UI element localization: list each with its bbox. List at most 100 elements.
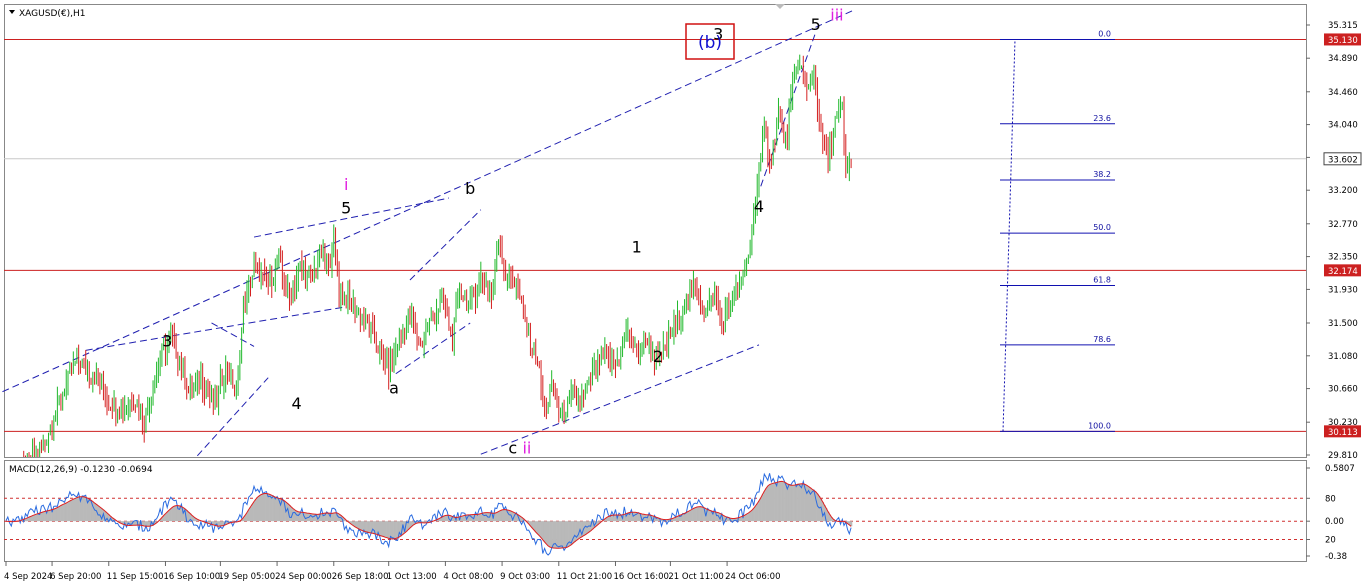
macd-histogram-bar [499, 510, 502, 522]
macd-histogram-bar [648, 514, 651, 522]
macd-histogram-bar [256, 497, 259, 522]
macd-histogram-bar [596, 521, 599, 525]
macd-histogram-bar [772, 483, 775, 522]
macd-histogram-bar [146, 521, 149, 527]
macd-histogram-bar [262, 493, 265, 522]
macd-histogram-bar [171, 507, 174, 522]
macd-histogram-bar [779, 481, 782, 522]
macd-histogram-bar [692, 508, 695, 522]
macd-histogram-bar [318, 514, 321, 522]
macd-histogram-bar [573, 521, 576, 542]
macd-histogram-bar [462, 515, 465, 522]
macd-histogram-bar [786, 483, 789, 522]
macd-histogram-bar [520, 517, 523, 522]
time-tick-label: 1 Oct 13:00 [387, 572, 437, 582]
macd-histogram-bar [176, 505, 180, 522]
macd-histogram-bar [371, 521, 374, 534]
wave-label: 4 [291, 394, 301, 413]
macd-histogram-bar [547, 521, 550, 546]
macd-histogram-bar [696, 507, 699, 522]
macd-histogram-bar [370, 521, 373, 533]
macd-histogram-bar [355, 521, 358, 528]
macd-histogram-bar [759, 497, 762, 522]
time-tick-label: 4 Oct 08:00 [443, 572, 493, 582]
macd-histogram-bar [703, 507, 706, 522]
macd-histogram-bar [148, 521, 151, 527]
macd-histogram-bar [740, 516, 743, 522]
macd-histogram-bar [79, 496, 82, 522]
price-tick-label: 32.770 [1328, 220, 1358, 230]
scroll-marker-icon[interactable] [775, 4, 785, 9]
macd-histogram-bar [502, 509, 506, 522]
macd-histogram-bar [501, 509, 504, 522]
macd-label: MACD(12,26,9) -0.1230 -0.0694 [9, 465, 153, 475]
macd-histogram-bar [72, 499, 75, 522]
macd-histogram-bar [192, 516, 195, 522]
trend-line [253, 197, 450, 238]
macd-histogram-bar [100, 508, 103, 522]
macd-histogram-bar [657, 517, 660, 522]
axes: 35.31534.89034.46034.04033.62033.20032.7… [4, 21, 1362, 582]
macd-histogram-bar [389, 521, 392, 539]
macd-histogram-bar [332, 513, 335, 522]
macd-histogram-bar [231, 521, 234, 523]
macd-histogram-bar [196, 519, 199, 522]
macd-histogram-bar [568, 521, 571, 547]
macd-histogram-bar [566, 521, 569, 547]
macd-histogram-bar [710, 510, 713, 522]
macd-panel[interactable] [4, 460, 1307, 562]
macd-histogram-bar [403, 521, 406, 533]
dropdown-triangle-icon[interactable] [9, 10, 15, 14]
macd-histogram-bar [281, 499, 284, 522]
macd-histogram-bar [401, 521, 405, 535]
macd-histogram-bar [24, 518, 27, 522]
macd-histogram-bar [309, 513, 312, 522]
macd-histogram-bar [95, 504, 98, 522]
macd-histogram-bar [563, 521, 566, 548]
chart-overlays: 0.0 23.6 38.2 50.0 61.8 78.6 100.0 [2, 10, 1306, 457]
macd-histogram-bar [361, 521, 364, 531]
macd-histogram-bar [38, 513, 41, 522]
macd-histogram-bar [315, 514, 318, 522]
price-panel[interactable] [4, 4, 1307, 458]
trend-line [480, 344, 760, 455]
macd-histogram-bar [425, 521, 428, 523]
macd-histogram-bar [31, 515, 34, 522]
current-price-tag [1323, 152, 1362, 166]
macd-histogram-bar [543, 521, 546, 542]
macd-histogram-bar [850, 521, 853, 527]
macd-histogram-bar [626, 512, 630, 522]
macd-histogram-bar [701, 506, 704, 522]
macd-histogram-bar [807, 486, 810, 522]
macd-histogram-bar [655, 517, 658, 522]
macd-histogram-bar [26, 517, 29, 522]
macd-histogram-bar [428, 521, 431, 523]
macd-histogram-bar [549, 521, 552, 548]
macd-histogram-bar [699, 506, 702, 522]
macd-histogram-bar [577, 521, 580, 540]
macd-histogram-bar [531, 521, 534, 529]
macd-histogram-bar [269, 494, 272, 522]
macd-histogram-bar [302, 512, 305, 522]
macd-histogram-bar [304, 512, 307, 522]
macd-histogram-bar [561, 521, 564, 548]
macd-histogram-bar [483, 512, 486, 522]
macd-histogram-bar [481, 513, 484, 522]
macd-histogram-bar [623, 514, 626, 522]
fib-level-label: 38.2 [1093, 170, 1111, 179]
macd-histogram-bar [45, 511, 48, 522]
macd-histogram-bar [208, 521, 211, 524]
time-tick-label: 9 Oct 03:00 [500, 572, 550, 582]
wave-label: 5 [811, 15, 821, 34]
macd-histogram-bar [336, 513, 339, 522]
macd-histogram-bar [122, 521, 125, 525]
macd-histogram-bar [683, 513, 686, 522]
macd-histogram-bar [782, 481, 785, 522]
price-tick-label: 30.660 [1328, 385, 1358, 395]
macd-histogram-bar [476, 514, 479, 522]
macd-histogram-bar [368, 521, 371, 533]
macd-histogram-bar [58, 506, 61, 522]
macd-histogram-bar [625, 513, 628, 522]
macd-histogram-bar [442, 516, 445, 522]
